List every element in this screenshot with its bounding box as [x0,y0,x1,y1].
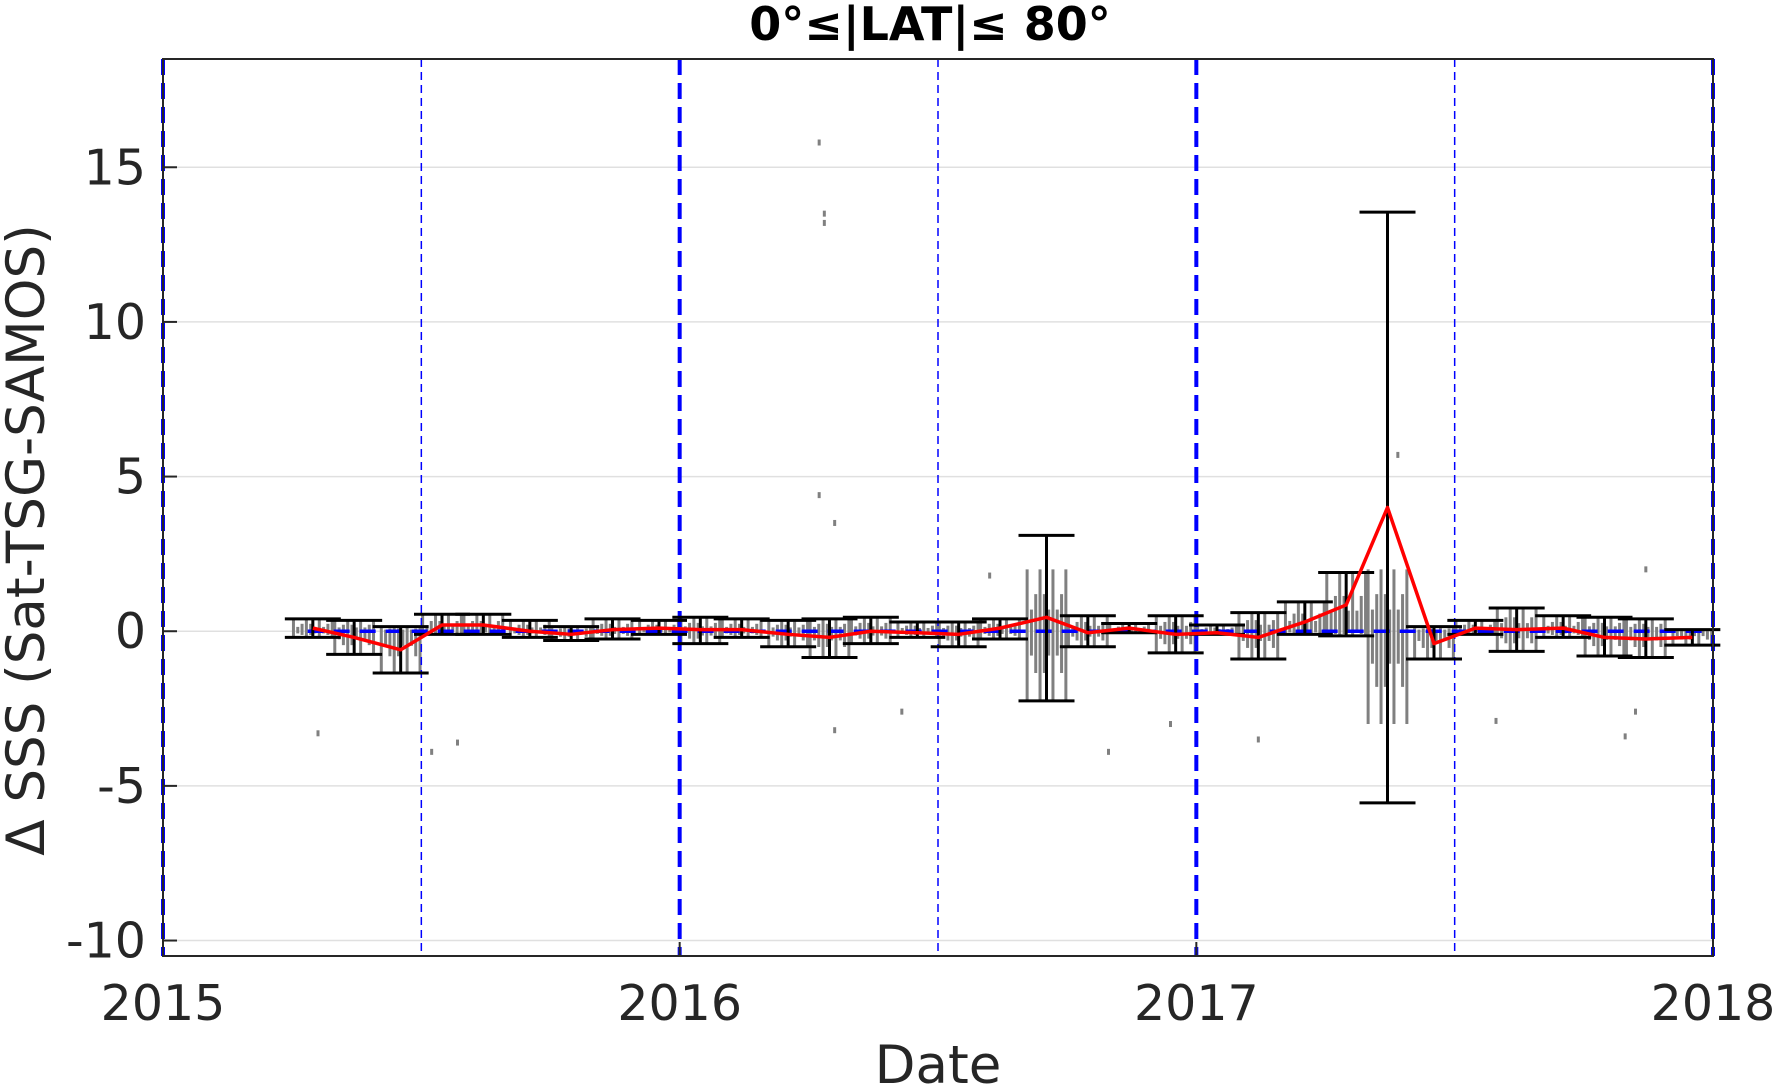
scatter-point [988,572,992,579]
reference-lines [161,59,1715,956]
scatter-point [1396,451,1400,458]
x-tick-label: 2018 [1651,975,1776,1032]
error-bars [284,210,1721,805]
x-tick-label: 2017 [1134,975,1259,1032]
y-axis-ticks: -10 -5 0 5 10 15 [66,139,177,970]
scatter-point [822,210,826,217]
y-tick-label: 10 [84,294,146,351]
error-bar [501,618,558,639]
x-axis-label: Date [875,1035,1002,1087]
y-tick-label: 5 [115,449,146,506]
y-tick-label: 15 [84,139,146,196]
scatter-point [1494,717,1498,724]
scatter-point [1169,721,1172,728]
mean-line [312,505,1693,652]
scatter-point [1256,736,1260,743]
error-bar [1276,600,1333,636]
scatter-point [822,219,826,226]
scatter-point [900,708,904,715]
scatter-point [833,519,837,526]
plot-area-frame [162,58,1714,957]
y-axis-label: Δ SSS (Sat-TSG-SAMOS) [0,224,57,856]
y-tick-label: 0 [115,603,146,660]
scatter-point [456,739,459,746]
scatter-points [291,139,1714,755]
scatter-point [316,730,320,737]
scatter-point [1634,708,1637,715]
scatter-point [430,748,434,755]
y-tick-label: -10 [66,913,146,970]
x-tick-label: 2015 [101,975,226,1032]
scatter-point [1107,748,1110,755]
y-tick-label: -5 [97,758,146,815]
scatter-point [1623,733,1627,740]
scatter-point [817,492,821,499]
x-tick-label: 2016 [617,975,742,1032]
chart-title: 0°≤|LAT|≤ 80° [749,0,1110,52]
scatter-point [817,139,821,146]
scatter-point [833,727,837,734]
x-axis-ticks: 2015 2016 2017 2018 [101,942,1776,1032]
mean-series [312,505,1693,652]
scatter-point [1644,566,1648,573]
